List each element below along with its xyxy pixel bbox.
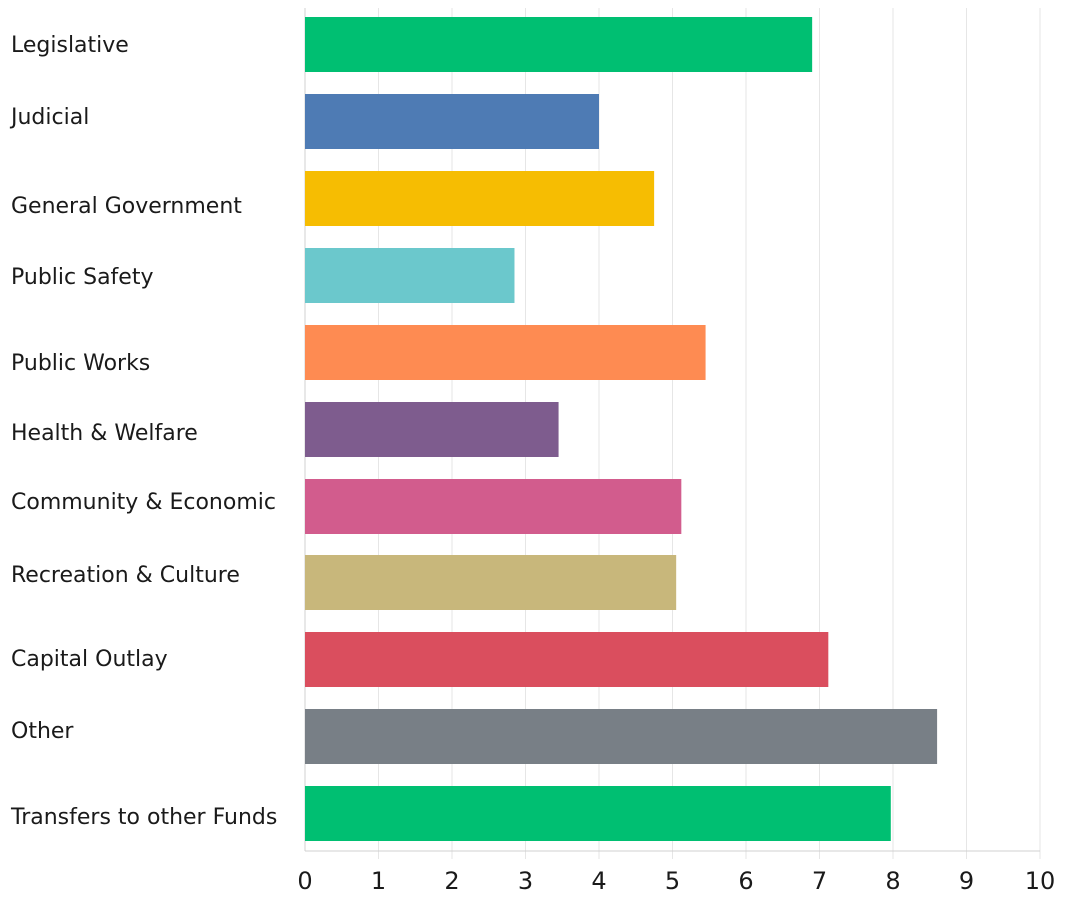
bar	[305, 555, 677, 610]
bar	[305, 402, 559, 457]
category-label: Public Works	[11, 351, 150, 376]
x-axis-tick-labels: 0 1 2 3 4 5 6 7 8 9 10	[297, 867, 1055, 895]
x-tick-label: 0	[297, 867, 312, 895]
category-label: Other	[11, 719, 74, 744]
x-tick-label: 7	[812, 867, 827, 895]
x-tick-label: 10	[1025, 867, 1056, 895]
category-label: General Government	[11, 194, 242, 219]
x-tick-label: 8	[885, 867, 900, 895]
bar	[305, 632, 829, 687]
bar	[305, 17, 813, 72]
bar	[305, 171, 655, 226]
category-label: Health & Welfare	[11, 421, 198, 446]
bar	[305, 94, 599, 149]
bar	[305, 325, 706, 380]
bar	[305, 479, 682, 534]
bar	[305, 248, 515, 303]
gridlines	[304, 8, 1041, 859]
bars	[305, 17, 938, 841]
bar	[305, 786, 891, 841]
category-label: Public Safety	[11, 265, 153, 290]
x-tick-label: 3	[518, 867, 533, 895]
category-labels: Legislative Judicial General Government Pub…	[9, 33, 277, 830]
x-tick-label: 2	[444, 867, 459, 895]
x-tick-label: 6	[738, 867, 753, 895]
x-tick-label: 9	[959, 867, 974, 895]
x-tick-label: 1	[371, 867, 386, 895]
category-label: Judicial	[9, 105, 89, 130]
category-label: Community & Economic	[11, 490, 276, 515]
x-tick-label: 4	[591, 867, 606, 895]
category-label: Capital Outlay	[11, 647, 168, 672]
bar	[305, 709, 938, 764]
category-label: Recreation & Culture	[11, 563, 240, 588]
x-tick-label: 5	[665, 867, 680, 895]
category-label: Legislative	[11, 33, 129, 58]
category-label: Transfers to other Funds	[10, 805, 277, 830]
